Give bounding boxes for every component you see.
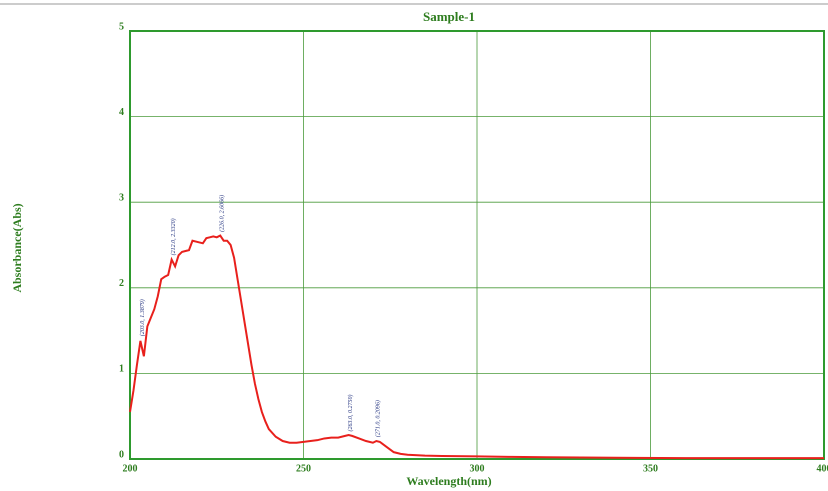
plot-frame <box>129 30 825 460</box>
chart-title: Sample-1 <box>423 9 475 24</box>
x-axis-label: Wavelength(nm) <box>406 474 491 488</box>
y-tick-label: 0 <box>119 449 124 460</box>
y-tick-label: 3 <box>119 192 124 203</box>
peak-label: (263.0, 0.2750) <box>347 394 354 431</box>
x-tick-label: 350 <box>643 463 658 474</box>
y-tick-label: 5 <box>119 21 124 32</box>
spectrum-line <box>129 234 824 460</box>
x-tick-label: 200 <box>123 463 138 474</box>
x-tick-label: 400 <box>817 463 828 474</box>
peak-label: (226.0, 2.6066) <box>219 195 226 232</box>
peak-label: (212.0, 2.3320) <box>170 218 177 255</box>
y-tick-label: 4 <box>119 107 124 118</box>
y-tick-label: 1 <box>119 364 124 375</box>
y-axis-label: Absorbance(Abs) <box>10 203 24 292</box>
peak-label: (271.0, 0.2096) <box>375 400 382 437</box>
x-tick-label: 300 <box>470 463 485 474</box>
peak-label: (203.0, 1.3879) <box>139 299 146 336</box>
y-tick-label: 2 <box>119 278 124 289</box>
x-tick-label: 250 <box>296 463 311 474</box>
